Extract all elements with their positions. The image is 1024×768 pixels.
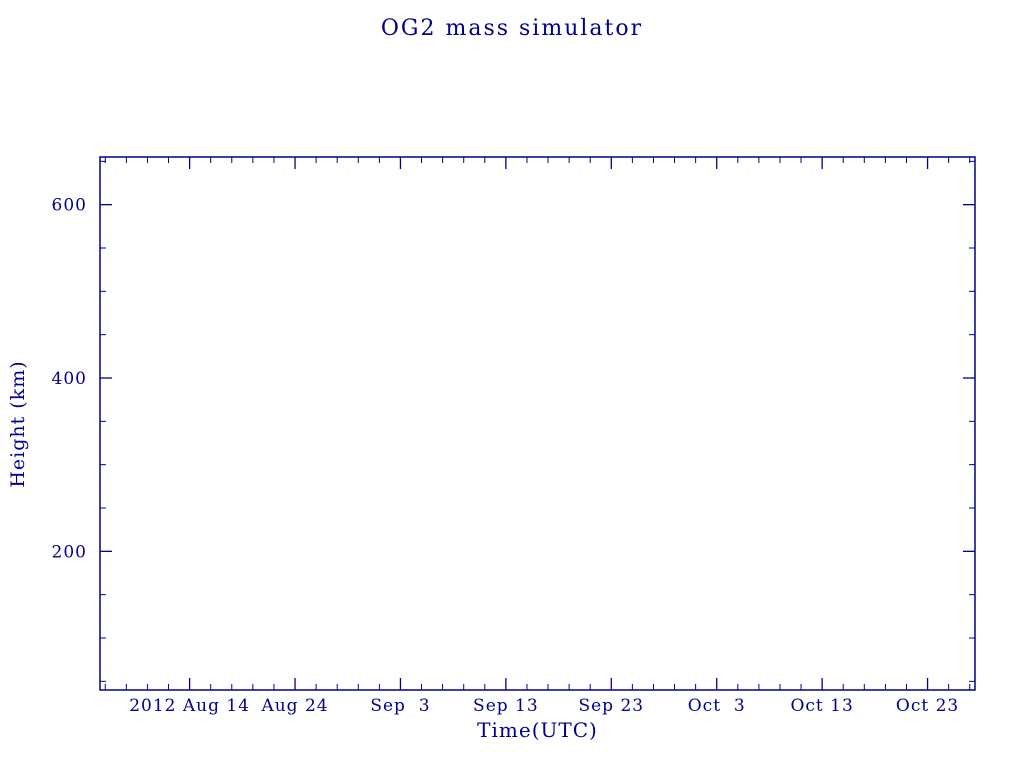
y-tick-label: 400 <box>52 369 87 389</box>
y-tick-label: 600 <box>52 196 87 216</box>
x-tick-label: 2012 Aug 14 <box>129 696 250 716</box>
x-tick-label: Oct 3 <box>688 696 746 716</box>
chart-title: OG2 mass simulator <box>380 16 644 41</box>
x-tick-label: Sep 3 <box>370 696 430 716</box>
x-tick-label: Aug 24 <box>260 696 328 716</box>
x-tick-label: Oct 13 <box>790 696 853 716</box>
x-tick-label: Sep 23 <box>578 696 644 716</box>
axes-frame <box>99 156 976 691</box>
x-tick-label: Sep 13 <box>473 696 539 716</box>
y-tick-label: 200 <box>52 542 87 562</box>
x-tick-label: Oct 23 <box>896 696 959 716</box>
x-axis-label: Time(UTC) <box>477 718 598 742</box>
